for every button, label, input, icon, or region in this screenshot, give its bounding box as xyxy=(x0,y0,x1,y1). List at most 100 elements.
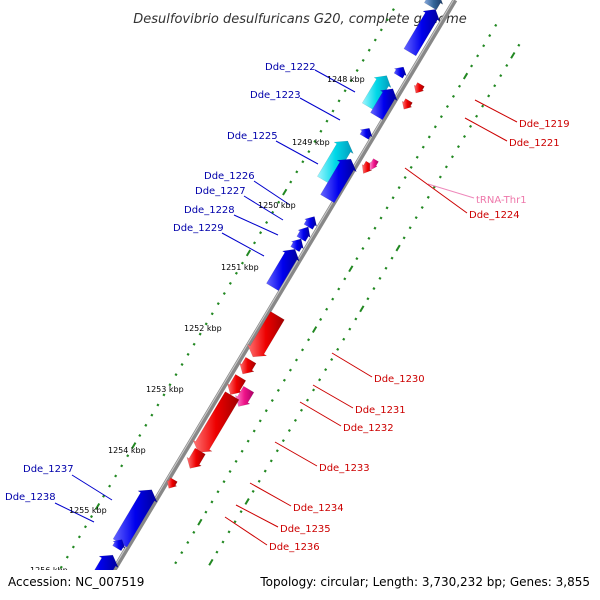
gene-feature[interactable] xyxy=(303,216,318,230)
tick-mark xyxy=(293,418,297,422)
gene-feature[interactable] xyxy=(413,82,425,94)
tick-mark xyxy=(311,326,318,334)
tick-mark xyxy=(197,518,203,526)
tick-mark xyxy=(156,403,160,407)
label-dde-1221[interactable]: Dde_1221 xyxy=(509,138,560,149)
kbp-label-1248: 1248 kbp xyxy=(327,75,365,84)
gene-feature[interactable] xyxy=(234,385,255,407)
gene-feature[interactable] xyxy=(266,248,300,291)
tick-mark xyxy=(403,175,407,180)
label-trna-thr1[interactable]: tRNA-Thr1 xyxy=(476,195,527,206)
label-dde-1222[interactable]: Dde_1222 xyxy=(265,62,316,73)
label-dde-1233[interactable]: Dde_1233 xyxy=(319,463,370,474)
gene-feature[interactable] xyxy=(290,238,304,253)
gene-feature[interactable] xyxy=(403,9,441,57)
tick-mark xyxy=(325,119,329,123)
tick-mark xyxy=(517,43,521,47)
tick-mark xyxy=(138,433,142,437)
tick-mark xyxy=(301,348,305,352)
tick-mark xyxy=(192,530,196,534)
tick-mark xyxy=(259,231,263,235)
label-dde-1237[interactable]: Dde_1237 xyxy=(23,464,74,475)
tick-mark xyxy=(438,175,442,179)
label-dde-1231[interactable]: Dde_1231 xyxy=(355,405,406,416)
label-dde-1224[interactable]: Dde_1224 xyxy=(469,210,520,221)
rna-feature[interactable] xyxy=(361,75,392,111)
tick-mark xyxy=(361,246,365,250)
tick-mark xyxy=(227,530,231,534)
tick-mark xyxy=(354,317,358,321)
tick-mark xyxy=(174,373,178,377)
kbp-label-1255: 1255 kbp xyxy=(69,506,107,515)
tick-mark xyxy=(476,54,480,58)
label-dde-1219[interactable]: Dde_1219 xyxy=(519,119,570,130)
tick-mark xyxy=(174,561,178,565)
tick-mark xyxy=(385,18,389,22)
tick-mark xyxy=(239,510,243,514)
leader-line xyxy=(312,384,354,409)
label-dde-1223[interactable]: Dde_1223 xyxy=(250,90,301,101)
gene-feature[interactable] xyxy=(359,127,373,140)
gene-feature[interactable] xyxy=(370,88,398,121)
tick-mark xyxy=(287,428,291,433)
label-dde-1230[interactable]: Dde_1230 xyxy=(374,374,425,385)
tick-mark xyxy=(244,498,250,505)
gene-feature[interactable] xyxy=(166,477,178,489)
kbp-tick-labels: 1248 kbp 1249 kbp 1250 kbp 1251 kbp 1252… xyxy=(30,75,365,575)
tick-mark xyxy=(336,347,340,351)
tick-mark xyxy=(275,449,279,453)
label-dde-1234[interactable]: Dde_1234 xyxy=(293,503,344,514)
label-dde-1235[interactable]: Dde_1235 xyxy=(280,524,331,535)
tick-mark xyxy=(391,8,395,12)
gene-feature[interactable] xyxy=(186,447,206,469)
leader-line xyxy=(474,99,518,123)
tick-mark xyxy=(312,388,316,392)
leader-line xyxy=(224,516,268,546)
gene-feature[interactable] xyxy=(246,311,285,358)
leader-line xyxy=(464,117,508,142)
label-dde-1226[interactable]: Dde_1226 xyxy=(204,171,255,182)
tick-mark xyxy=(372,287,376,291)
label-dde-1228[interactable]: Dde_1228 xyxy=(184,205,235,216)
tick-mark xyxy=(252,429,256,433)
tick-mark xyxy=(359,305,365,313)
tick-mark xyxy=(395,244,401,252)
tick-mark xyxy=(373,38,377,42)
label-dde-1229[interactable]: Dde_1229 xyxy=(173,223,224,234)
trna-feature[interactable] xyxy=(369,158,379,171)
leader-line xyxy=(221,232,265,257)
rna-feature[interactable] xyxy=(317,140,354,185)
tick-mark xyxy=(415,155,419,159)
gene-feature[interactable] xyxy=(112,539,126,552)
tick-mark xyxy=(481,104,485,108)
gene-feature[interactable] xyxy=(192,391,240,453)
map-title: Desulfovibrio desulfuricans G20, complet… xyxy=(133,12,467,27)
gene-feature[interactable] xyxy=(401,98,413,110)
tick-mark xyxy=(222,480,226,484)
gene-feature[interactable] xyxy=(320,158,357,204)
leader-line xyxy=(253,180,291,206)
label-dde-1238[interactable]: Dde_1238 xyxy=(5,492,56,503)
tick-mark xyxy=(269,459,273,463)
leader-line xyxy=(54,502,95,523)
gene-feature[interactable] xyxy=(393,66,407,79)
label-dde-1227[interactable]: Dde_1227 xyxy=(195,186,246,197)
leader-line xyxy=(233,214,279,236)
tick-mark xyxy=(234,459,238,463)
label-dde-1236[interactable]: Dde_1236 xyxy=(269,542,320,553)
label-dde-1232[interactable]: Dde_1232 xyxy=(343,423,394,434)
tick-mark xyxy=(348,327,352,331)
tick-mark xyxy=(307,150,311,154)
label-dde-1225[interactable]: Dde_1225 xyxy=(227,131,278,142)
tick-mark xyxy=(120,464,124,468)
tick-mark xyxy=(409,165,413,169)
tick-mark xyxy=(470,64,474,68)
tick-mark xyxy=(240,261,244,265)
kbp-label-1253: 1253 kbp xyxy=(146,385,184,394)
tick-mark xyxy=(451,94,455,98)
tick-mark xyxy=(162,393,166,397)
gene-feature[interactable] xyxy=(423,0,444,11)
gene-feature[interactable] xyxy=(239,356,257,375)
tick-mark xyxy=(228,470,232,474)
